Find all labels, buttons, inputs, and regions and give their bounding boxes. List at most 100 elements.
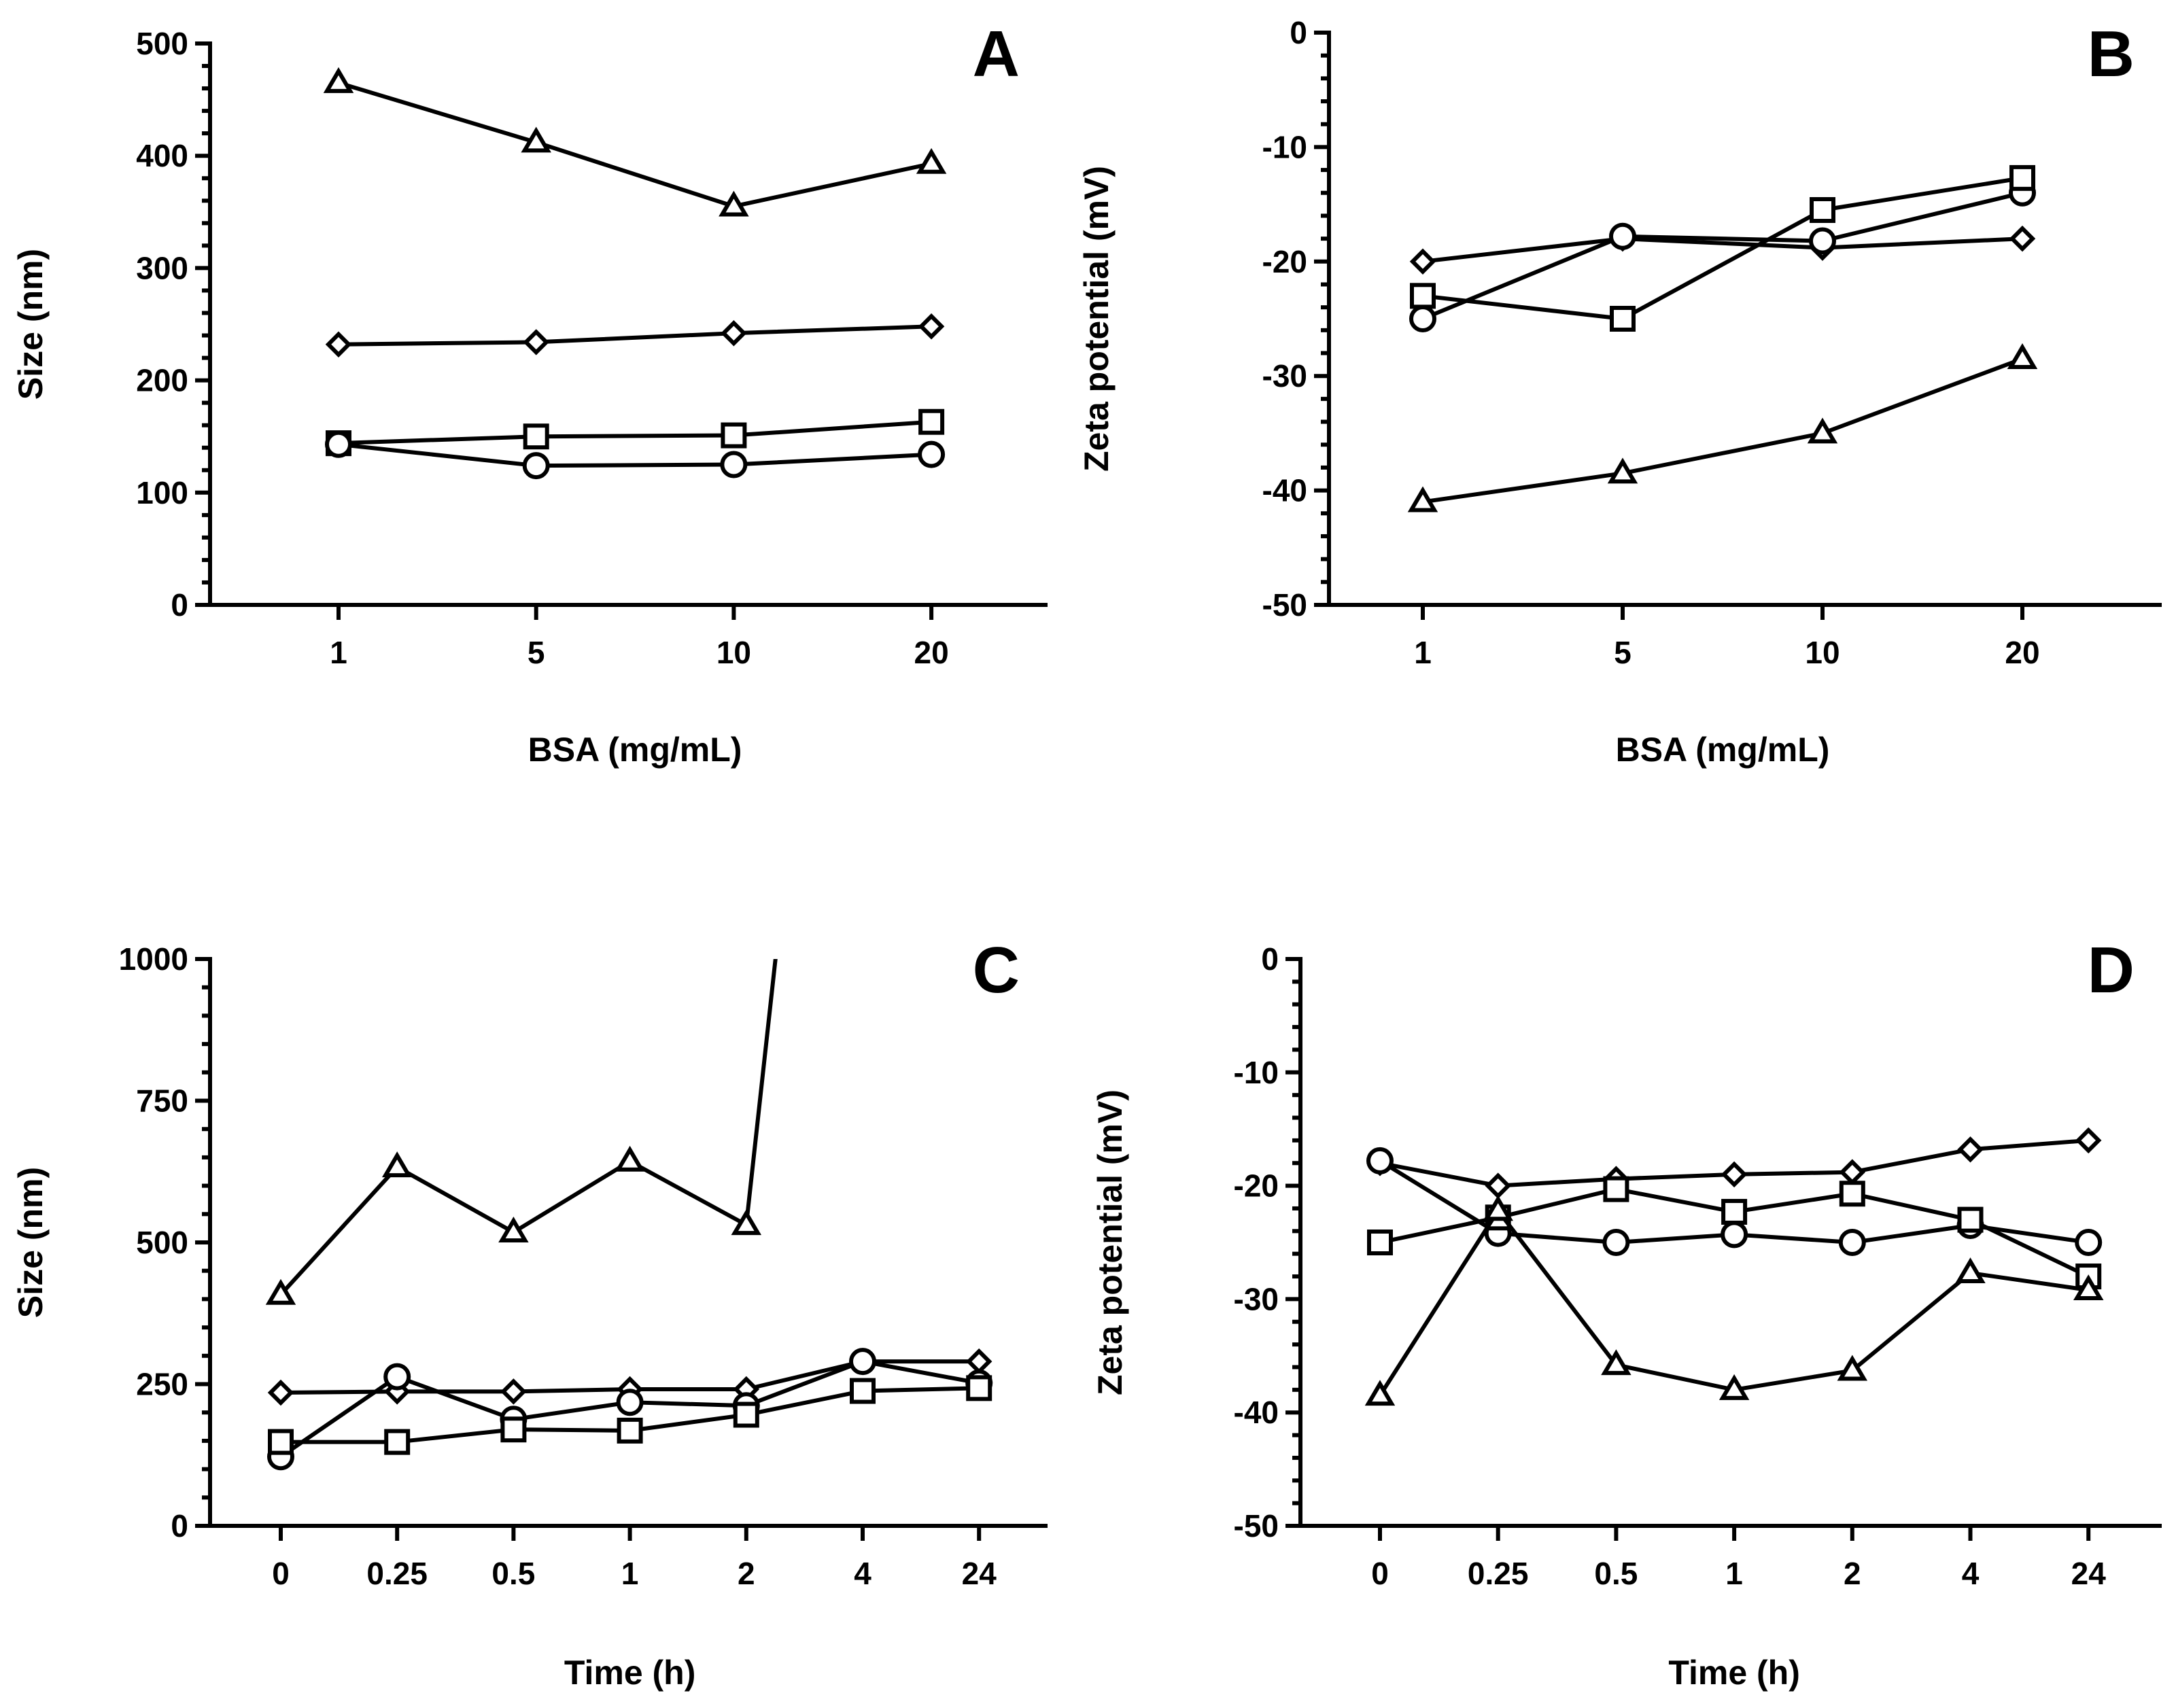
panel-b-circle-point — [1609, 222, 1636, 250]
panel-c-circle-point — [383, 1363, 411, 1391]
panel-a-triangle-point — [719, 190, 749, 217]
panel-a-triangle-point — [521, 126, 551, 153]
panel-c-x-axis-title: Time (h) — [564, 1654, 696, 1692]
panel-d-series-diamond — [1366, 1127, 2102, 1199]
panel-c-square-point — [500, 1416, 527, 1443]
panel-c-x-tick-label: 0.5 — [491, 1556, 535, 1591]
panel-c-y-tick-label: 750 — [136, 1083, 188, 1119]
panel-c-diamond-point — [965, 1348, 992, 1375]
panel-b-triangle-point — [1807, 417, 1838, 444]
panel-b-diamond-line — [1422, 237, 2023, 264]
panel-c-letter: C — [973, 934, 1020, 1007]
panel-b-square-point — [1810, 197, 1835, 224]
panel-d-circle-point — [1366, 1147, 1394, 1174]
panel-a-series-diamond — [325, 313, 945, 358]
panel-b-diamond-point — [2009, 225, 2036, 252]
panel-d-diamond-point — [1839, 1159, 1866, 1185]
panel-c-triangle-point — [731, 1209, 762, 1236]
panel-a-series-square — [326, 408, 945, 457]
panel-c-square-point — [268, 1429, 294, 1455]
panel-d-square-point — [1839, 1181, 1865, 1207]
panel-d-y-tick-label: -10 — [1234, 1055, 1279, 1090]
panel-b-diamond-point — [1409, 248, 1436, 275]
panel-d-triangle-point — [1955, 1257, 1986, 1284]
panel-d-x-tick-label: 4 — [1962, 1556, 1980, 1591]
panel-d-circle-point — [1602, 1229, 1630, 1256]
panel-c-square-point — [733, 1401, 759, 1428]
panel-a-diamond-point — [918, 313, 945, 340]
panel-c-x-tick-label: 0.25 — [366, 1556, 428, 1591]
panel-b-circle-point — [1409, 305, 1436, 332]
panel-a-square-point — [918, 408, 945, 435]
panel-d-y-tick-label: 0 — [1261, 941, 1279, 977]
panel-a-triangle-line — [338, 80, 932, 209]
panel-c-x-tick-label: 2 — [738, 1556, 755, 1591]
panel-a-x-tick-label: 1 — [330, 635, 347, 670]
panel-d-x-tick-label: 1 — [1725, 1556, 1743, 1591]
panel-a-x-tick-label: 20 — [914, 635, 949, 670]
panel-b-y-tick-label: -40 — [1262, 473, 1307, 508]
panel-c-diamond-point — [267, 1379, 294, 1406]
panel-b-circle-point — [1809, 227, 1836, 255]
panel-a-triangle-point — [916, 147, 947, 174]
panel-c-series-square — [268, 1375, 992, 1455]
panel-d-letter: D — [2088, 934, 2135, 1007]
panel-a-triangle-point — [323, 67, 354, 93]
panel-d-y-tick-label: -30 — [1234, 1281, 1279, 1317]
panel-d-triangle-point — [1483, 1195, 1513, 1221]
panel-d-diamond-point — [1957, 1136, 1984, 1163]
panel-b-letter: B — [2088, 18, 2135, 90]
panel-c-diamond-point — [500, 1378, 527, 1405]
panel-d-y-tick-label: -50 — [1234, 1508, 1279, 1544]
panel-d-triangle-point — [1601, 1349, 1631, 1376]
panel-d-y-tick-label: -40 — [1234, 1395, 1279, 1430]
panel-a-diamond-line — [338, 324, 932, 347]
panel-a-y-tick-label: 0 — [171, 587, 188, 623]
panel-b-triangle-point — [1607, 457, 1638, 484]
panel-b-y-tick-label: -20 — [1262, 244, 1307, 279]
panel-b-triangle-point — [2007, 343, 2038, 369]
panel-a-diamond-point — [325, 331, 352, 358]
panel-d-triangle-point — [2073, 1274, 2104, 1301]
panel-c-square-point — [850, 1378, 876, 1404]
panel-b-square-point — [2009, 164, 2035, 191]
panel-a-x-tick-label: 10 — [716, 635, 751, 670]
panel-d-x-tick-label: 24 — [2071, 1556, 2107, 1591]
panel-b-y-tick-label: 0 — [1290, 15, 1307, 50]
panel-c-triangle-point — [265, 1278, 296, 1305]
panel-c-y-tick-label: 250 — [136, 1367, 188, 1402]
panel-a-square-point — [721, 422, 747, 449]
panel-c-y-tick-label: 500 — [136, 1225, 188, 1260]
panel-d-square-point — [1957, 1206, 1984, 1233]
panel-c-square-point — [966, 1375, 992, 1401]
panel-d-diamond-point — [2075, 1127, 2102, 1154]
panel-a-square-point — [523, 423, 549, 450]
panel-c-y-axis-title: Size (nm) — [12, 1167, 50, 1318]
panel-b-y-tick-label: -30 — [1262, 358, 1307, 394]
panel-a-square-line — [338, 419, 932, 446]
panel-a-circle-point — [522, 452, 550, 480]
panel-b-series-square — [1410, 164, 2035, 332]
panel-d-y-tick-label: -20 — [1234, 1168, 1279, 1204]
panel-a-y-tick-label: 500 — [136, 26, 188, 61]
panel-a-y-axis-title: Size (nm) — [12, 249, 50, 400]
panel-a-y-tick-label: 400 — [136, 138, 188, 173]
panel-b-x-tick-label: 1 — [1414, 635, 1432, 670]
panel-c-x-tick-label: 24 — [962, 1556, 997, 1591]
panel-b-square-point — [1410, 283, 1436, 309]
panel-b: -50 -40 -30 -20 -10 0 1 5 10 20 Zeta potential (mV… — [1077, 15, 2162, 769]
panel-c-triangle-point — [498, 1217, 529, 1242]
panel-c-series-triangle — [265, 959, 778, 1305]
panel-b-series-circle — [1409, 179, 2036, 332]
panel-a-x-axis-title: BSA (mg/mL) — [528, 731, 742, 769]
panel-c-triangle-line — [279, 959, 778, 1296]
panel-b-x-tick-label: 20 — [2005, 635, 2039, 670]
panel-a-x-tick-label: 5 — [528, 635, 545, 670]
panel-d-circle-point — [1721, 1221, 1748, 1249]
panel-d-triangle-point — [1719, 1374, 1750, 1400]
panel-a-diamond-point — [721, 319, 747, 347]
panel-b-triangle-line — [1422, 357, 2024, 504]
panel-d-square-point — [1367, 1230, 1393, 1255]
